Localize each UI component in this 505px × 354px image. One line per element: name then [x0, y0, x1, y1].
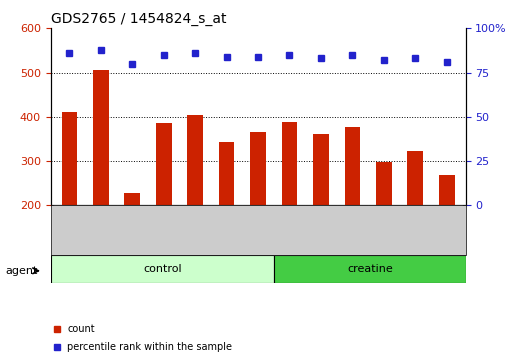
Text: GSM115537: GSM115537 — [222, 213, 231, 259]
Text: GSM115535: GSM115535 — [159, 213, 168, 259]
Text: control: control — [143, 264, 181, 274]
Text: percentile rank within the sample: percentile rank within the sample — [67, 342, 232, 352]
FancyBboxPatch shape — [274, 255, 465, 283]
Text: GSM115533: GSM115533 — [96, 213, 105, 259]
Text: GSM115529: GSM115529 — [379, 213, 387, 259]
Bar — [187, 115, 203, 205]
FancyBboxPatch shape — [273, 205, 305, 255]
FancyBboxPatch shape — [430, 205, 462, 255]
Bar — [156, 124, 171, 205]
Text: agent: agent — [5, 266, 37, 276]
Text: GSM115527: GSM115527 — [316, 213, 325, 259]
Bar — [124, 193, 140, 205]
FancyBboxPatch shape — [148, 205, 179, 255]
FancyBboxPatch shape — [242, 205, 273, 255]
Text: GSM115532: GSM115532 — [65, 213, 74, 259]
Text: count: count — [67, 324, 94, 334]
Bar — [438, 175, 453, 205]
FancyBboxPatch shape — [179, 205, 211, 255]
Text: GSM115536: GSM115536 — [190, 213, 199, 259]
Text: GSM115531: GSM115531 — [441, 213, 450, 259]
Text: GSM115534: GSM115534 — [128, 213, 136, 259]
FancyBboxPatch shape — [305, 205, 336, 255]
Bar — [218, 143, 234, 205]
Bar — [407, 151, 422, 205]
Text: GSM115530: GSM115530 — [410, 213, 419, 259]
Text: GSM115526: GSM115526 — [284, 213, 293, 259]
FancyBboxPatch shape — [399, 205, 430, 255]
Bar — [281, 122, 297, 205]
FancyBboxPatch shape — [50, 255, 274, 283]
Text: GSM115528: GSM115528 — [347, 213, 356, 259]
Text: creatine: creatine — [346, 264, 392, 274]
Text: GSM115538: GSM115538 — [253, 213, 262, 259]
Bar — [62, 113, 77, 205]
FancyBboxPatch shape — [54, 205, 85, 255]
Bar — [93, 70, 109, 205]
FancyBboxPatch shape — [211, 205, 242, 255]
Bar — [344, 127, 360, 205]
Text: GDS2765 / 1454824_s_at: GDS2765 / 1454824_s_at — [50, 12, 226, 26]
Bar — [313, 133, 328, 205]
FancyBboxPatch shape — [116, 205, 148, 255]
FancyBboxPatch shape — [367, 205, 399, 255]
Bar — [375, 162, 391, 205]
Bar — [249, 132, 266, 205]
FancyBboxPatch shape — [336, 205, 367, 255]
FancyBboxPatch shape — [85, 205, 116, 255]
